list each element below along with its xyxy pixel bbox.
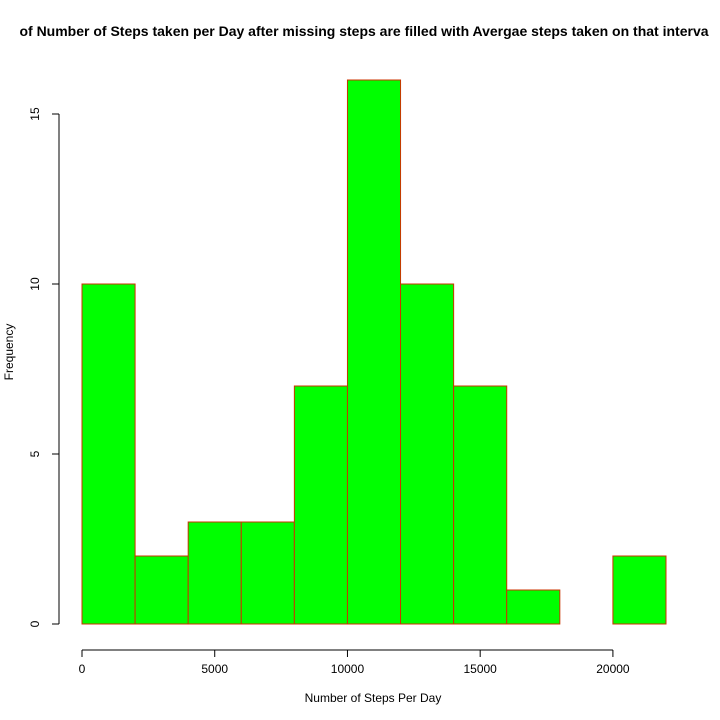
y-tick-label: 0 bbox=[28, 620, 42, 627]
y-tick-label: 15 bbox=[28, 107, 42, 121]
x-axis-label: Number of Steps Per Day bbox=[305, 691, 442, 705]
y-tick-label: 10 bbox=[28, 277, 42, 291]
histogram-bar bbox=[346, 79, 402, 625]
histogram-bar bbox=[612, 555, 667, 625]
histogram-bar bbox=[293, 385, 348, 625]
chart-title: of Number of Steps taken per Day after m… bbox=[19, 23, 708, 39]
x-tick-label: 15000 bbox=[463, 662, 497, 676]
histogram-bar bbox=[453, 385, 508, 625]
y-tick-label: 5 bbox=[28, 450, 42, 457]
x-tick-label: 10000 bbox=[331, 662, 365, 676]
histogram-bar bbox=[506, 589, 561, 625]
histogram-bar bbox=[400, 283, 455, 625]
x-tick-label: 5000 bbox=[201, 662, 228, 676]
x-axis: 0 5000 10000 15000 20000 bbox=[79, 649, 630, 676]
x-tick-label: 20000 bbox=[596, 662, 630, 676]
histogram-bar bbox=[81, 283, 136, 625]
x-tick-label: 0 bbox=[79, 662, 86, 676]
y-axis-label: Frequency bbox=[2, 324, 16, 381]
y-axis: 0 5 10 15 bbox=[28, 107, 60, 627]
histogram-bar bbox=[187, 521, 242, 625]
bars-group bbox=[81, 79, 667, 625]
histogram-bar bbox=[240, 521, 295, 625]
histogram-bar bbox=[134, 555, 189, 625]
